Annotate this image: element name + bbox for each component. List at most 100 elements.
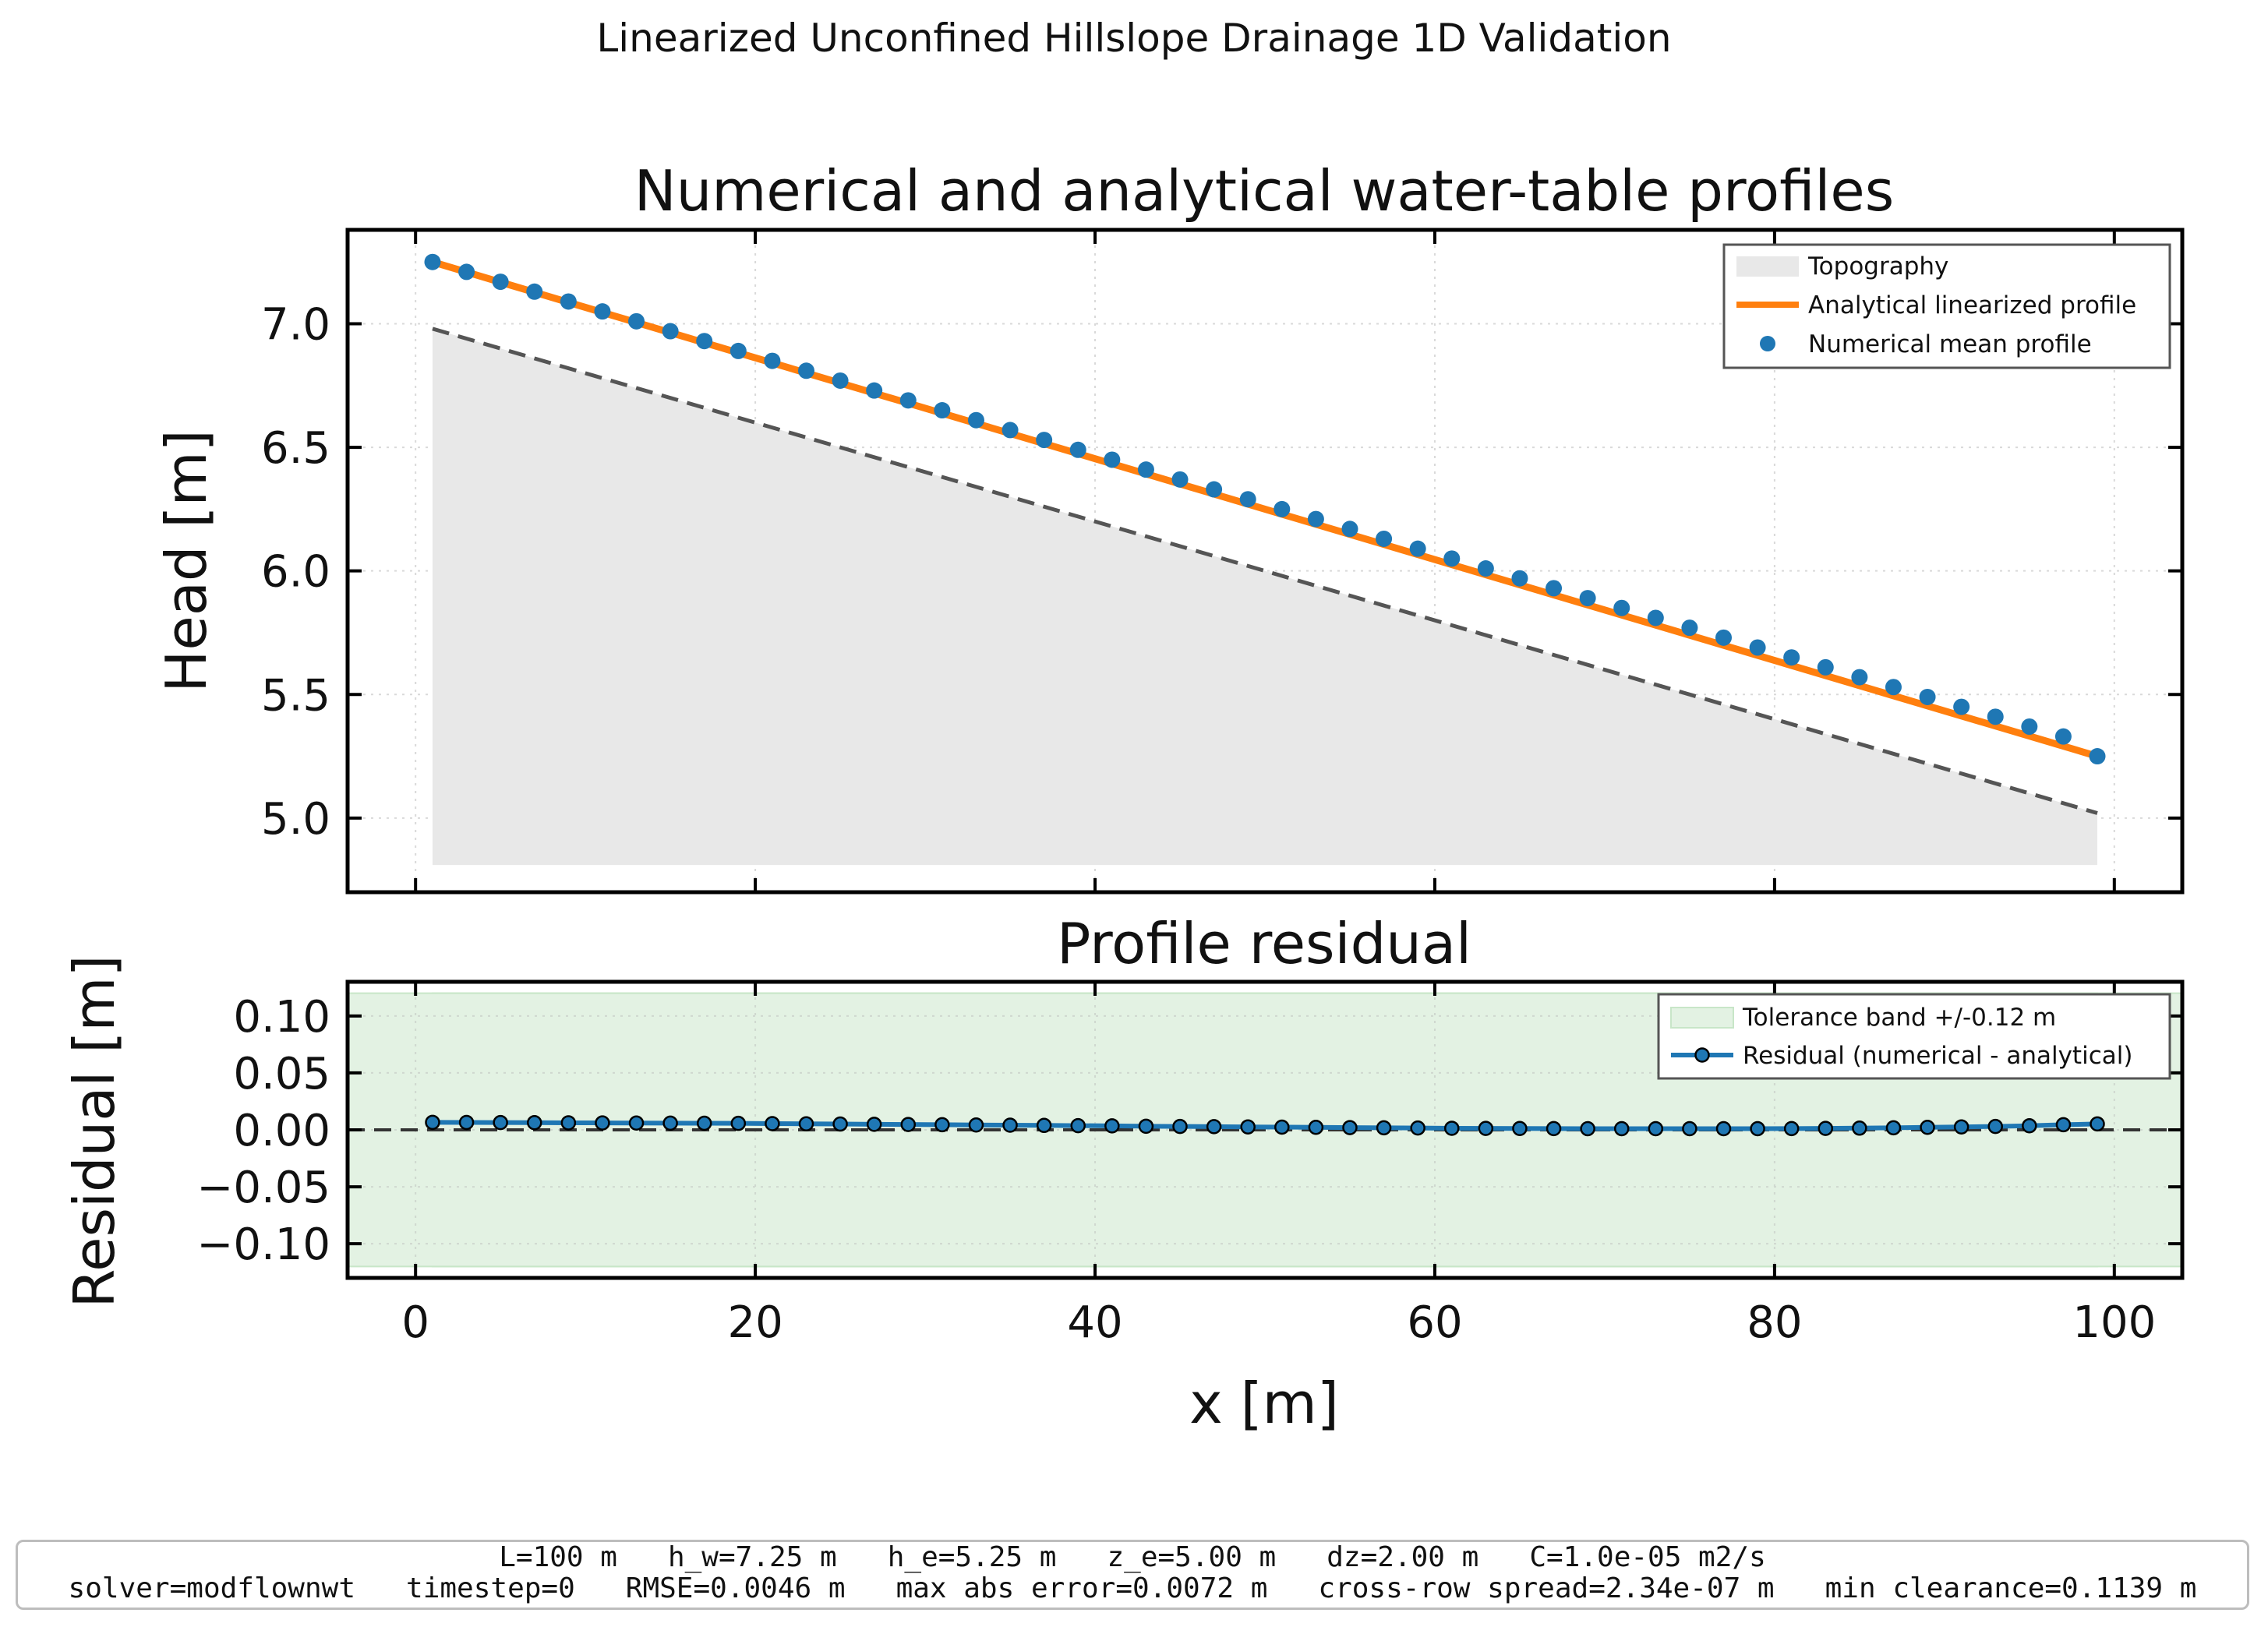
numerical-point-38 — [1715, 629, 1732, 646]
residual-point-23 — [1206, 1119, 1222, 1135]
bottom-panel-ticks: 0 20 40 60 80 100 −0.10 −0.05 0.00 0.05 0.10 — [196, 982, 2182, 1348]
residual-point-13 — [866, 1117, 882, 1132]
numerical-point-30 — [1443, 550, 1461, 567]
residual-point-27 — [1342, 1120, 1358, 1135]
residual-point-11 — [798, 1116, 814, 1132]
top-ytick-label-0: 5.0 — [261, 794, 330, 845]
residual-point-43 — [1885, 1120, 1902, 1136]
top-panel-ticks: 5.0 5.5 6.0 6.5 7.0 — [261, 230, 2182, 892]
bottom-xtick-label-0: 0 — [401, 1297, 429, 1348]
numerical-point-13 — [866, 382, 883, 399]
bottom-panel-legend: Tolerance band +/-0.12 m Residual (numeri… — [1657, 993, 2171, 1080]
numerical-point-33 — [1546, 580, 1563, 597]
residual-point-25 — [1274, 1119, 1290, 1135]
residual-point-3 — [527, 1115, 542, 1131]
numerical-point-2 — [492, 274, 509, 291]
top-panel-frame — [345, 228, 2185, 895]
numerical-point-42 — [1851, 669, 1868, 686]
residual-point-0 — [425, 1114, 440, 1131]
numerical-point-27 — [1341, 521, 1358, 538]
top-panel: Numerical and analytical water-table pro… — [154, 158, 2185, 895]
residual-point-17 — [1002, 1117, 1018, 1133]
numerical-point-49 — [2089, 748, 2106, 765]
residual-point-36 — [1648, 1121, 1664, 1137]
bottom-legend-label-1: Residual (numerical - analytical) — [1743, 1042, 2132, 1070]
numerical-point-47 — [2021, 718, 2038, 735]
numerical-point-22 — [1171, 471, 1189, 488]
legend-topography-swatch — [1736, 256, 1799, 277]
residual-point-24 — [1240, 1119, 1256, 1135]
numerical-point-35 — [1613, 599, 1630, 616]
bottom-xtick-label-2: 40 — [1067, 1297, 1122, 1348]
top-panel-ylabel: Head [m] — [154, 429, 219, 692]
residual-point-5 — [595, 1115, 610, 1131]
bottom-xtick-label-3: 60 — [1407, 1297, 1462, 1348]
numerical-point-32 — [1511, 570, 1528, 587]
numerical-point-36 — [1647, 609, 1664, 626]
residual-point-48 — [2055, 1117, 2072, 1133]
residual-point-33 — [1546, 1121, 1562, 1137]
numerical-point-45 — [1953, 698, 1970, 715]
residual-point-29 — [1410, 1120, 1425, 1136]
residual-point-26 — [1308, 1120, 1324, 1135]
bottom-panel-xlabel: x [m] — [1189, 1371, 1339, 1436]
residual-point-20 — [1104, 1118, 1120, 1134]
residual-point-42 — [1852, 1121, 1867, 1136]
numerical-point-3 — [526, 283, 543, 300]
legend-numerical-swatch — [1760, 336, 1775, 351]
numerical-point-29 — [1409, 540, 1426, 557]
numerical-point-4 — [560, 293, 577, 310]
residual-point-18 — [1036, 1117, 1052, 1134]
figure-suptitle: Linearized Unconfined Hillslope Drainage… — [596, 16, 1671, 61]
residual-point-14 — [900, 1117, 917, 1132]
residual-point-30 — [1444, 1121, 1460, 1136]
numerical-point-18 — [1036, 432, 1053, 449]
run-info-box: L=100 m h_w=7.25 m h_e=5.25 m z_e=5.00 m… — [16, 1540, 2249, 1610]
numerical-point-34 — [1579, 590, 1596, 607]
numerical-point-25 — [1274, 500, 1291, 517]
numerical-point-5 — [594, 303, 611, 320]
numerical-point-46 — [1987, 708, 2004, 725]
residual-point-4 — [560, 1115, 577, 1131]
numerical-point-9 — [730, 342, 747, 359]
numerical-point-0 — [424, 253, 441, 270]
residual-point-49 — [2090, 1116, 2105, 1132]
numerical-point-7 — [662, 323, 679, 340]
residual-point-34 — [1580, 1121, 1595, 1137]
bottom-xtick-label-4: 80 — [1747, 1297, 1802, 1348]
numerical-point-8 — [696, 333, 713, 350]
numerical-point-19 — [1069, 441, 1086, 458]
numerical-point-24 — [1239, 491, 1256, 508]
run-info-line-2: solver=modflownwt timestep=0 RMSE=0.0046… — [68, 1572, 2197, 1604]
bottom-xtick-label-1: 20 — [727, 1297, 782, 1348]
numerical-point-17 — [1002, 422, 1019, 439]
residual-point-19 — [1070, 1117, 1086, 1134]
residual-point-38 — [1715, 1121, 1732, 1137]
residual-point-32 — [1512, 1121, 1528, 1136]
bottom-panel-ylabel: Residual [m] — [62, 955, 127, 1308]
residual-point-10 — [765, 1116, 780, 1131]
numerical-point-44 — [1919, 688, 1936, 705]
numerical-point-20 — [1104, 451, 1121, 468]
residual-point-31 — [1478, 1121, 1494, 1136]
numerical-point-21 — [1137, 461, 1154, 478]
numerical-point-16 — [967, 411, 984, 429]
bottom-ytick-label-4: 0.10 — [233, 992, 330, 1043]
bottom-legend-label-0: Tolerance band +/-0.12 m — [1742, 1004, 2056, 1032]
top-panel-title: Numerical and analytical water-table pro… — [634, 158, 1894, 224]
bottom-panel-data — [348, 1114, 2182, 1137]
bottom-ytick-label-0: −0.10 — [196, 1219, 330, 1270]
legend-residual-marker-swatch — [1694, 1047, 1710, 1063]
top-panel-data — [424, 253, 2106, 866]
bottom-ytick-label-3: 0.05 — [233, 1049, 330, 1099]
topography-line — [432, 326, 2098, 815]
residual-point-47 — [2022, 1117, 2037, 1134]
residual-point-46 — [1987, 1118, 2003, 1135]
numerical-point-48 — [2054, 728, 2072, 745]
numerical-point-15 — [934, 402, 951, 419]
top-panel-legend: Topography Analytical linearized profile N… — [1722, 243, 2171, 369]
numerical-point-23 — [1206, 481, 1223, 498]
residual-point-7 — [662, 1115, 678, 1131]
residual-point-15 — [934, 1117, 950, 1133]
